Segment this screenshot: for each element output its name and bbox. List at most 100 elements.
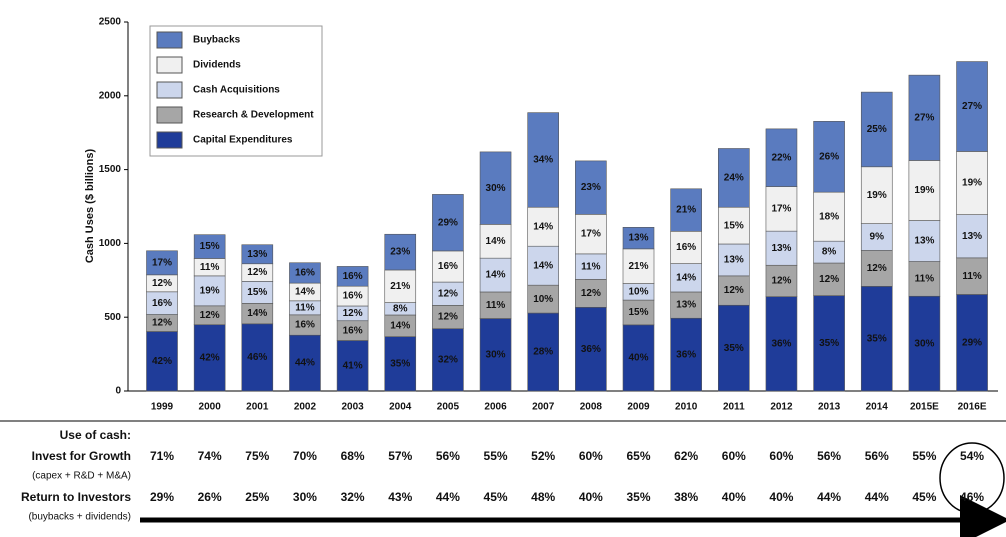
bar-segment (765, 296, 798, 392)
data-label: 34% (533, 155, 553, 166)
table-cell: 55% (912, 449, 936, 463)
table-cell: 40% (579, 490, 603, 504)
bar-segment (193, 234, 226, 259)
data-label: 12% (581, 288, 601, 299)
bar-segment (336, 266, 369, 287)
data-label: 17% (152, 257, 172, 268)
table-cell: 25% (245, 490, 269, 504)
bar-segment (479, 257, 512, 293)
table-cell: 26% (198, 490, 222, 504)
table-cell: 29% (150, 490, 174, 504)
data-label: 12% (200, 310, 220, 321)
table-cell: 55% (484, 449, 508, 463)
data-label: 26% (819, 151, 839, 162)
bar-segment (622, 227, 655, 250)
x-tick-label: 2010 (675, 402, 698, 413)
data-label: 35% (724, 343, 744, 354)
table-cell: 56% (817, 449, 841, 463)
bar-segment (384, 233, 417, 271)
table-cell: 60% (769, 449, 793, 463)
bar-segment (432, 250, 464, 283)
table-cell: 46% (960, 490, 984, 504)
x-tick-label: 2016E (958, 402, 987, 413)
table-cell: 56% (436, 449, 460, 463)
legend-label: Dividends (193, 60, 241, 71)
bar-segment (908, 220, 941, 262)
y-tick-label: 1000 (99, 238, 122, 249)
data-label: 21% (628, 261, 648, 272)
legend-swatch (156, 106, 183, 124)
row-sublabel: (buybacks + dividends) (28, 512, 131, 523)
bar-segment (860, 91, 893, 168)
data-label: 8% (822, 247, 837, 258)
bar-segment (956, 214, 988, 259)
y-tick-label: 2000 (99, 90, 122, 101)
data-label: 14% (533, 221, 553, 232)
legend-label: Cash Acquisitions (193, 85, 280, 96)
data-label: 28% (533, 347, 553, 358)
table-cell: 44% (865, 490, 889, 504)
table-cell: 71% (150, 449, 174, 463)
data-label: 15% (628, 307, 648, 318)
table-cell: 70% (293, 449, 317, 463)
table-cell: 60% (579, 449, 603, 463)
data-label: 36% (676, 349, 696, 360)
data-label: 35% (867, 333, 887, 344)
data-label: 11% (581, 261, 601, 272)
data-label: 13% (247, 249, 267, 260)
data-label: 12% (438, 288, 458, 299)
table-cell: 54% (960, 449, 984, 463)
table-cell: 56% (865, 449, 889, 463)
table-title: Use of cash: (60, 428, 131, 442)
data-label: 12% (724, 285, 744, 296)
bar-segment (670, 291, 702, 319)
data-label: 17% (581, 229, 601, 240)
bar-segment (813, 191, 845, 242)
bar-segment (813, 121, 845, 193)
data-label: 13% (962, 231, 982, 242)
bar-segment (384, 269, 417, 303)
table-cell: 43% (388, 490, 412, 504)
bar-segment (956, 257, 988, 295)
data-label: 13% (676, 300, 696, 311)
data-label: 14% (533, 260, 553, 271)
data-label: 16% (343, 271, 363, 282)
bar-segment (956, 151, 988, 215)
bar-segment (622, 324, 655, 392)
legend-swatch (156, 31, 183, 49)
data-label: 10% (533, 294, 553, 305)
bar-segment (670, 230, 702, 264)
x-tick-label: 2003 (341, 402, 364, 413)
x-tick-label: 2009 (627, 402, 650, 413)
x-tick-label: 2011 (723, 402, 745, 413)
data-label: 16% (438, 261, 458, 272)
bar-segment (575, 214, 607, 255)
data-label: 22% (771, 152, 791, 163)
row-label: Invest for Growth (32, 449, 131, 463)
bar-segment (717, 206, 750, 245)
bar-segment (527, 284, 560, 314)
legend-swatch (156, 81, 183, 99)
data-label: 11% (962, 271, 982, 282)
data-label: 21% (390, 281, 410, 292)
data-label: 13% (771, 243, 791, 254)
data-label: 14% (486, 236, 506, 247)
x-tick-label: 2002 (294, 402, 317, 413)
table-cell: 40% (769, 490, 793, 504)
table-cell: 38% (674, 490, 698, 504)
bar-segment (146, 331, 178, 392)
table-cell: 60% (722, 449, 746, 463)
bar-segment (956, 294, 988, 392)
data-label: 12% (771, 276, 791, 287)
bar-segment (575, 160, 607, 215)
data-label: 12% (867, 263, 887, 274)
data-label: 11% (200, 262, 220, 273)
highlight-circle (939, 442, 1005, 514)
data-label: 19% (962, 178, 982, 189)
bar-segment (670, 263, 702, 293)
data-label: 9% (870, 232, 885, 243)
x-tick-label: 1999 (151, 402, 174, 413)
data-label: 30% (486, 183, 506, 194)
bar-segment (384, 336, 417, 392)
